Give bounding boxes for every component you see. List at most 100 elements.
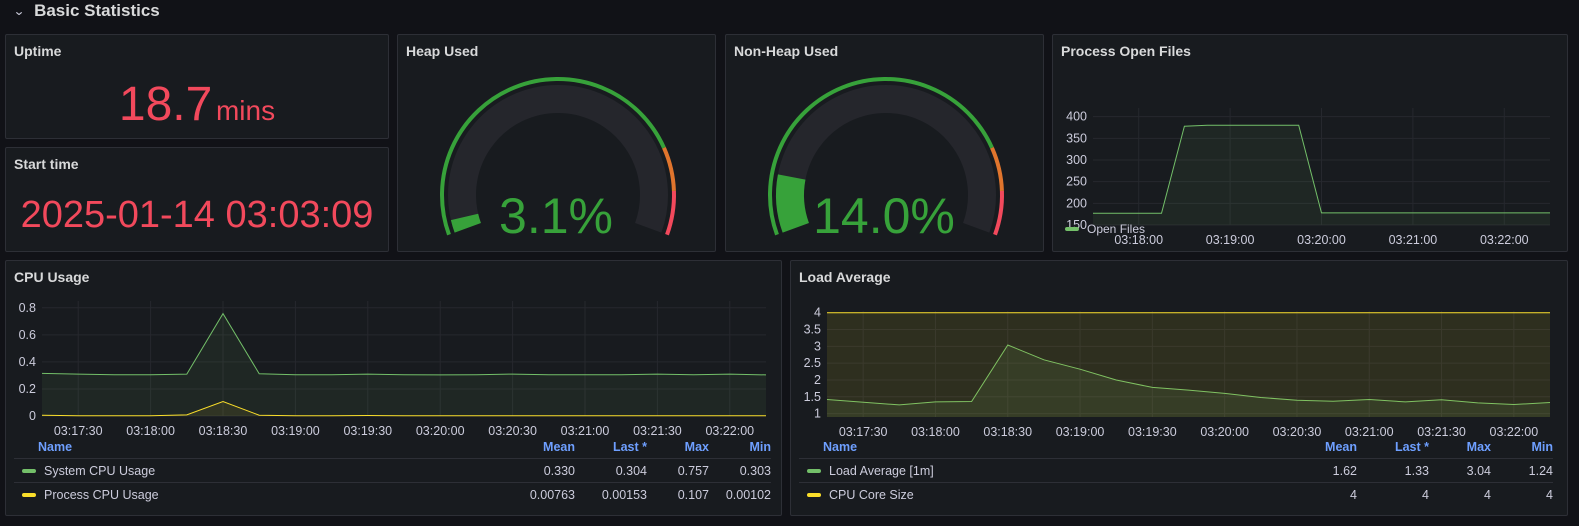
legend-mean: 0.00763 (529, 488, 575, 502)
x-tick-label: 03:21:00 (561, 424, 610, 438)
uptime-value: 18.7 (118, 78, 213, 131)
panel-title: Load Average (799, 269, 891, 285)
legend-min: 4 (1546, 488, 1553, 502)
x-tick-label: 03:17:30 (839, 425, 888, 439)
y-tick-label: 0.4 (19, 355, 36, 369)
cpu-legend-table: Name Mean Last * Max Min System CPU Usag… (14, 438, 771, 510)
legend-header-name[interactable]: Name (38, 440, 73, 454)
panel-uptime: Uptime 18.7 mins (5, 34, 389, 139)
legend-header-mean[interactable]: Mean (1325, 440, 1357, 454)
legend-max: 3.04 (1466, 464, 1491, 478)
y-tick-label: 0.2 (19, 382, 36, 396)
y-tick-label: 400 (1066, 110, 1087, 124)
x-tick-label: 03:20:00 (1297, 233, 1346, 247)
x-tick-label: 03:18:00 (126, 424, 175, 438)
gauge-threshold-orange (990, 147, 1004, 192)
x-tick-label: 03:20:30 (488, 424, 537, 438)
x-tick-label: 03:18:30 (983, 425, 1032, 439)
legend-row-process-cpu[interactable]: Process CPU Usage 0.00763 0.00153 0.107 … (14, 482, 771, 507)
load-legend-table: Name Mean Last * Max Min Load Average [1… (799, 438, 1553, 510)
legend-header-max[interactable]: Max (1466, 440, 1491, 454)
legend-header-last[interactable]: Last * (612, 440, 647, 454)
gauge-threshold-green (768, 77, 994, 236)
row-header-basic-statistics[interactable]: ⌄ Basic Statistics (12, 0, 160, 22)
panel-title: CPU Usage (14, 269, 90, 285)
y-tick-label: 3.5 (804, 323, 821, 337)
legend-mean: 0.330 (543, 464, 575, 478)
series-area-0 (1093, 125, 1550, 225)
x-tick-label: 03:21:30 (1417, 425, 1466, 439)
panel-cpu-usage: CPU Usage 0 0.2 0.4 0.6 0.8 03:17:30 03:18:00 0… (5, 260, 782, 516)
x-tick-label: 03:21:00 (1389, 233, 1438, 247)
panel-non-heap-used: Non-Heap Used 14.0% (725, 34, 1044, 252)
legend-last: 4 (1422, 488, 1429, 502)
y-tick-label: 200 (1066, 196, 1087, 210)
legend-header-min[interactable]: Min (1531, 440, 1553, 454)
legend-header: Name Mean Last * Max Min (799, 438, 1553, 456)
y-tick-label: 350 (1066, 131, 1087, 145)
series-area-1 (42, 401, 766, 416)
legend-row-system-cpu[interactable]: System CPU Usage 0.330 0.304 0.757 0.303 (14, 458, 771, 483)
row-title: Basic Statistics (34, 1, 160, 20)
legend-min: 0.303 (739, 464, 771, 478)
panel-heap-used: Heap Used 3.1% (397, 34, 716, 252)
y-tick-label: 250 (1066, 175, 1087, 189)
legend-last: 0.00153 (601, 488, 647, 502)
legend-header-mean[interactable]: Mean (543, 440, 575, 454)
y-tick-label: 0.6 (19, 328, 36, 342)
y-tick-label: 1 (814, 407, 821, 421)
panel-title: Start time (14, 156, 79, 172)
x-tick-label: 03:20:30 (1273, 425, 1322, 439)
legend-header-last[interactable]: Last * (1394, 440, 1429, 454)
uptime-unit: mins (215, 95, 276, 126)
legend-label: Process CPU Usage (44, 488, 159, 502)
legend-label: CPU Core Size (829, 488, 914, 502)
y-tick-label: 300 (1066, 153, 1087, 167)
gauge-threshold-orange (662, 147, 676, 192)
legend-mean: 4 (1350, 488, 1357, 502)
panel-title: Heap Used (406, 43, 479, 59)
legend-header-name[interactable]: Name (823, 440, 858, 454)
legend-swatch (1065, 227, 1079, 231)
series-line-0 (1093, 124, 1550, 214)
legend-row-load-average-1m[interactable]: Load Average [1m] 1.62 1.33 3.04 1.24 (799, 458, 1553, 483)
series-line-0 (826, 344, 1551, 406)
legend-header-min[interactable]: Min (749, 440, 771, 454)
legend-name: Process CPU Usage (14, 488, 495, 502)
panel-title: Non-Heap Used (734, 43, 839, 59)
legend-last: 0.304 (615, 464, 647, 478)
legend-swatch (22, 469, 36, 473)
x-tick-label: 03:19:00 (271, 424, 320, 438)
legend-item-open-files[interactable]: Open Files (1065, 222, 1145, 236)
y-tick-label: 4 (814, 306, 821, 320)
gauge-value-arc (776, 174, 810, 233)
legend-name: CPU Core Size (799, 488, 1277, 502)
legend-min: 0.00102 (725, 488, 771, 502)
x-tick-label: 03:18:00 (1114, 233, 1163, 247)
x-tick-label: 03:18:30 (199, 424, 248, 438)
load-average-chart: 1 1.5 2 2.5 3 3.5 4 03:17:30 03:18:00 03:18:30 03:… (804, 306, 1551, 439)
gauge-threshold-red (665, 190, 676, 236)
gauge-track (448, 85, 668, 233)
legend-row-cpu-core-size[interactable]: CPU Core Size 4 4 4 4 (799, 482, 1553, 507)
cpu-usage-chart: 0 0.2 0.4 0.6 0.8 03:17:30 03:18:00 03:18:30 03:… (19, 301, 767, 438)
x-tick-label: 03:19:00 (1056, 425, 1105, 439)
x-tick-label: 03:21:00 (1345, 425, 1394, 439)
panel-load-average: Load Average 1 1.5 2 2.5 3 3.5 4 03:17:30 03:18:… (790, 260, 1568, 516)
legend-max: 0.757 (677, 464, 709, 478)
series-area-0 (827, 345, 1550, 417)
chevron-down-icon[interactable]: ⌄ (12, 4, 26, 18)
x-tick-label: 03:21:30 (633, 424, 682, 438)
legend-swatch (807, 493, 821, 497)
legend-name: System CPU Usage (14, 464, 495, 478)
gauge-value-text: 3.1% (499, 188, 613, 244)
x-tick-label: 03:18:00 (911, 425, 960, 439)
legend-swatch (807, 469, 821, 473)
series-line-0 (41, 312, 767, 376)
y-tick-label: 2 (814, 373, 821, 387)
heap-gauge: 3.1% (440, 77, 676, 244)
legend-header-max[interactable]: Max (684, 440, 709, 454)
legend-min: 1.24 (1528, 464, 1553, 478)
legend-max: 4 (1484, 488, 1491, 502)
